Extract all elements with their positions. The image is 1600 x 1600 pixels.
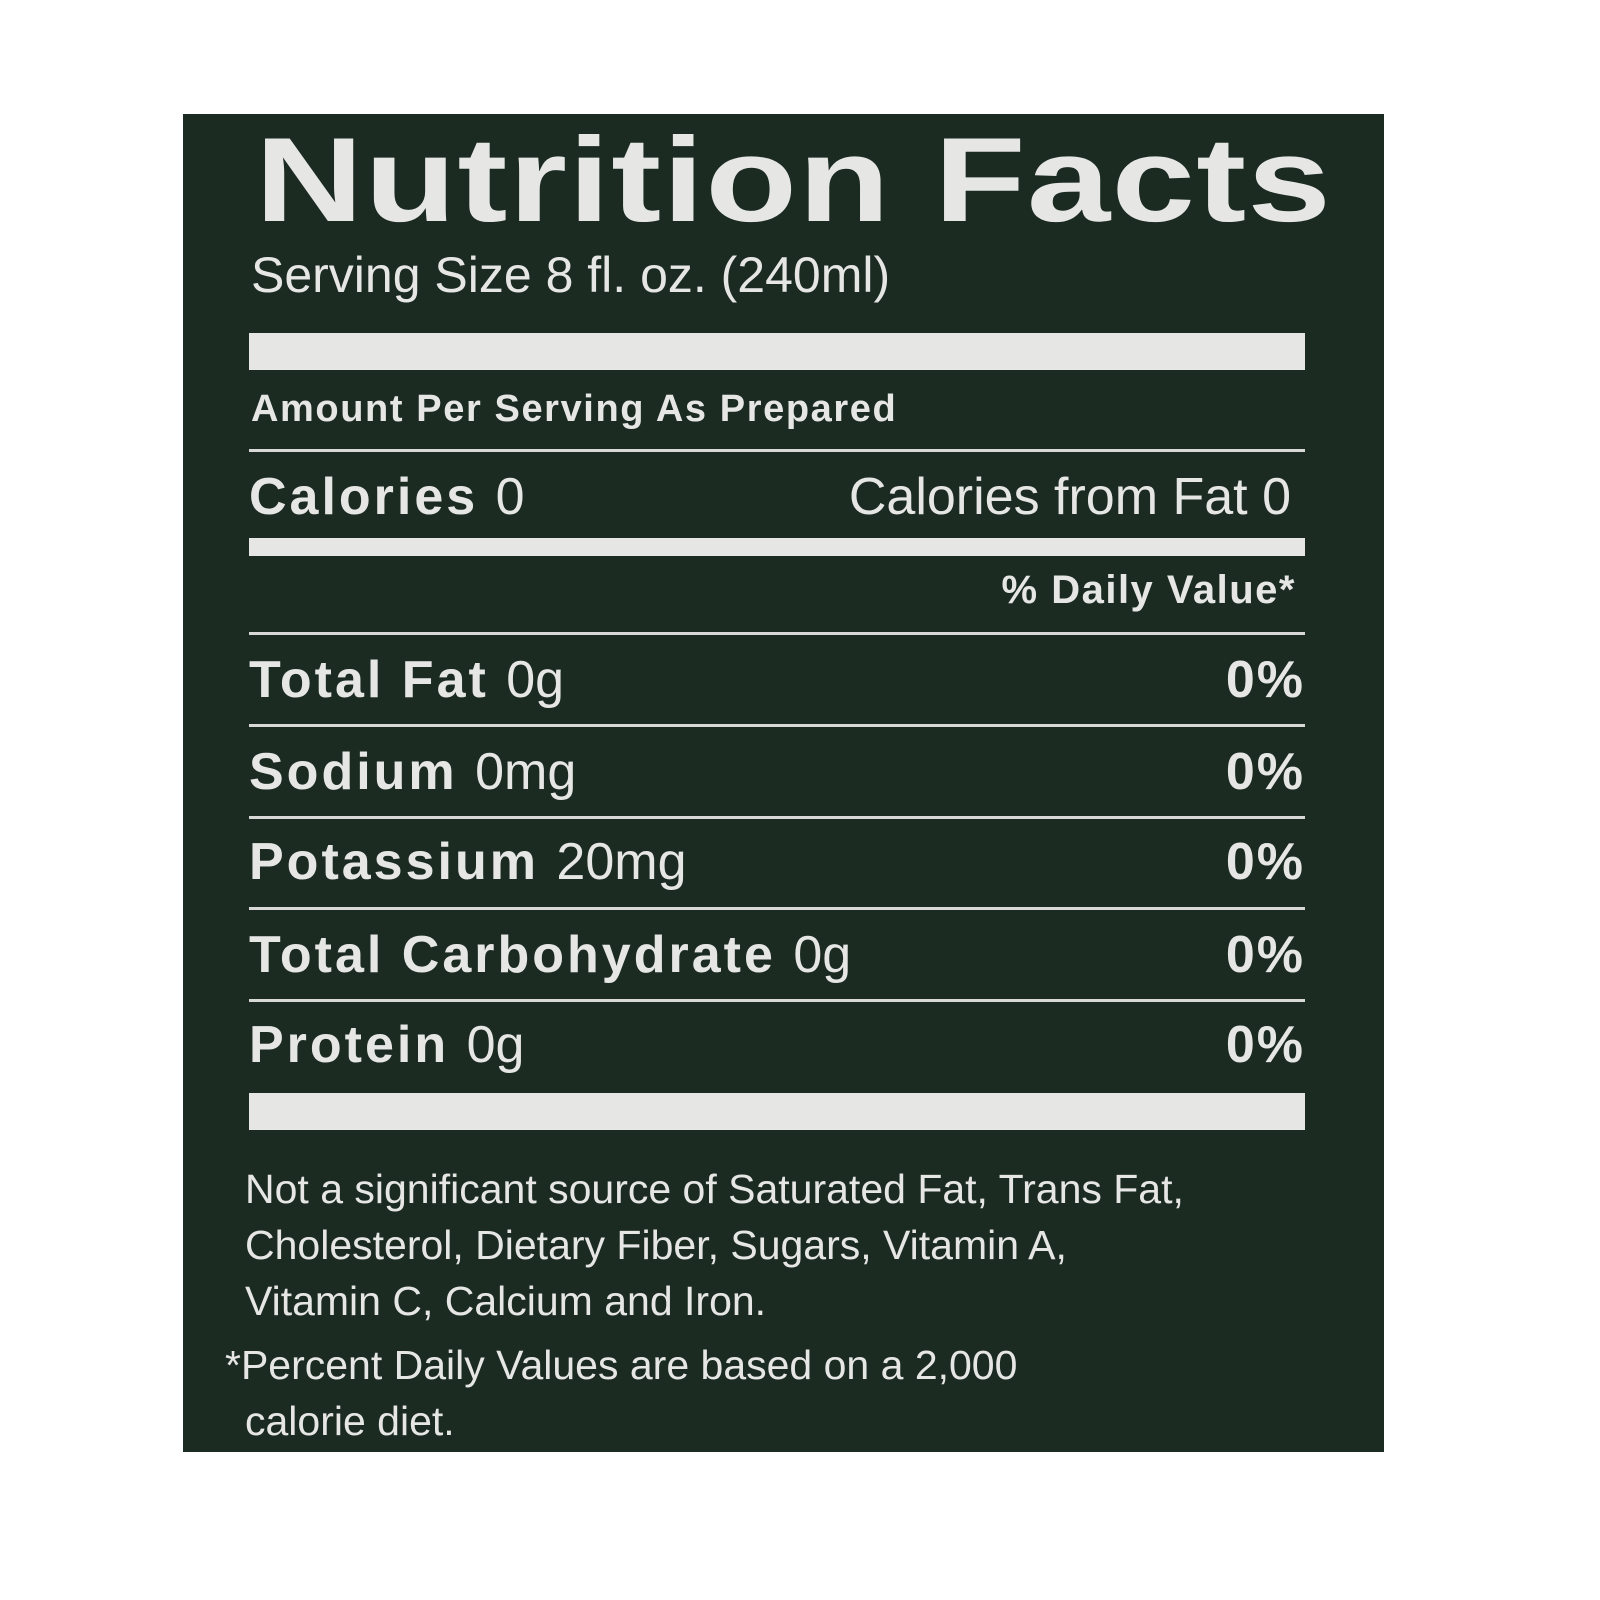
- nutrient-amount: 0g: [506, 651, 565, 709]
- medium-divider: [249, 538, 1305, 556]
- amount-per-serving: Amount Per Serving As Prepared: [251, 388, 898, 430]
- calories-from-fat: Calories from Fat 0: [848, 468, 1291, 526]
- nutrient-name: Protein: [249, 1016, 467, 1074]
- nutrient-amount: 0g: [793, 926, 852, 984]
- nutrient-dv: 0%: [1225, 926, 1305, 984]
- calories-row: Calories 0 Calories from Fat 0: [249, 467, 1305, 527]
- nutrition-facts-panel: Nutrition Facts Serving Size 8 fl. oz. (…: [183, 114, 1384, 1452]
- footnote-line: Vitamin C, Calcium and Iron.: [245, 1278, 767, 1324]
- nutrient-row-protein: Protein 0g 0%: [249, 1015, 1305, 1075]
- calories-label: Calories: [249, 468, 496, 526]
- footnote-line: Not a significant source of Saturated Fa…: [245, 1166, 1184, 1212]
- nutrient-amount: 20mg: [556, 833, 687, 891]
- thick-divider: [249, 1093, 1305, 1130]
- divider: [249, 999, 1305, 1002]
- nutrient-row-sodium: Sodium 0mg 0%: [249, 742, 1305, 802]
- nutrient-name: Potassium: [249, 833, 557, 891]
- nutrient-row-potassium: Potassium 20mg 0%: [249, 832, 1305, 892]
- nutrient-row-total-fat: Total Fat 0g 0%: [249, 650, 1305, 710]
- label-title: Nutrition Facts: [255, 113, 1333, 247]
- divider: [249, 907, 1305, 910]
- nutrient-name: Total Fat: [249, 651, 507, 709]
- nutrient-dv: 0%: [1225, 651, 1305, 709]
- serving-size: Serving Size 8 fl. oz. (240ml): [251, 247, 891, 303]
- nutrient-dv: 0%: [1225, 833, 1305, 891]
- thick-divider: [249, 333, 1305, 370]
- nutrient-amount: 0g: [466, 1016, 525, 1074]
- nutrient-name: Sodium: [249, 743, 476, 801]
- nutrient-amount: 0mg: [475, 743, 577, 801]
- divider: [249, 449, 1305, 452]
- nutrient-dv: 0%: [1225, 743, 1305, 801]
- daily-value-header: % Daily Value*: [1001, 568, 1296, 612]
- footnote-line: calorie diet.: [245, 1398, 455, 1444]
- nutrient-dv: 0%: [1225, 1016, 1305, 1074]
- nutrient-row-total-carbohydrate: Total Carbohydrate 0g 0%: [249, 925, 1305, 985]
- footnote-line: *Percent Daily Values are based on a 2,0…: [225, 1342, 1018, 1388]
- footnote-line: Cholesterol, Dietary Fiber, Sugars, Vita…: [245, 1222, 1067, 1268]
- divider: [249, 632, 1305, 635]
- divider: [249, 816, 1305, 819]
- calories-value: 0: [495, 468, 525, 526]
- nutrient-name: Total Carbohydrate: [249, 926, 794, 984]
- divider: [249, 724, 1305, 727]
